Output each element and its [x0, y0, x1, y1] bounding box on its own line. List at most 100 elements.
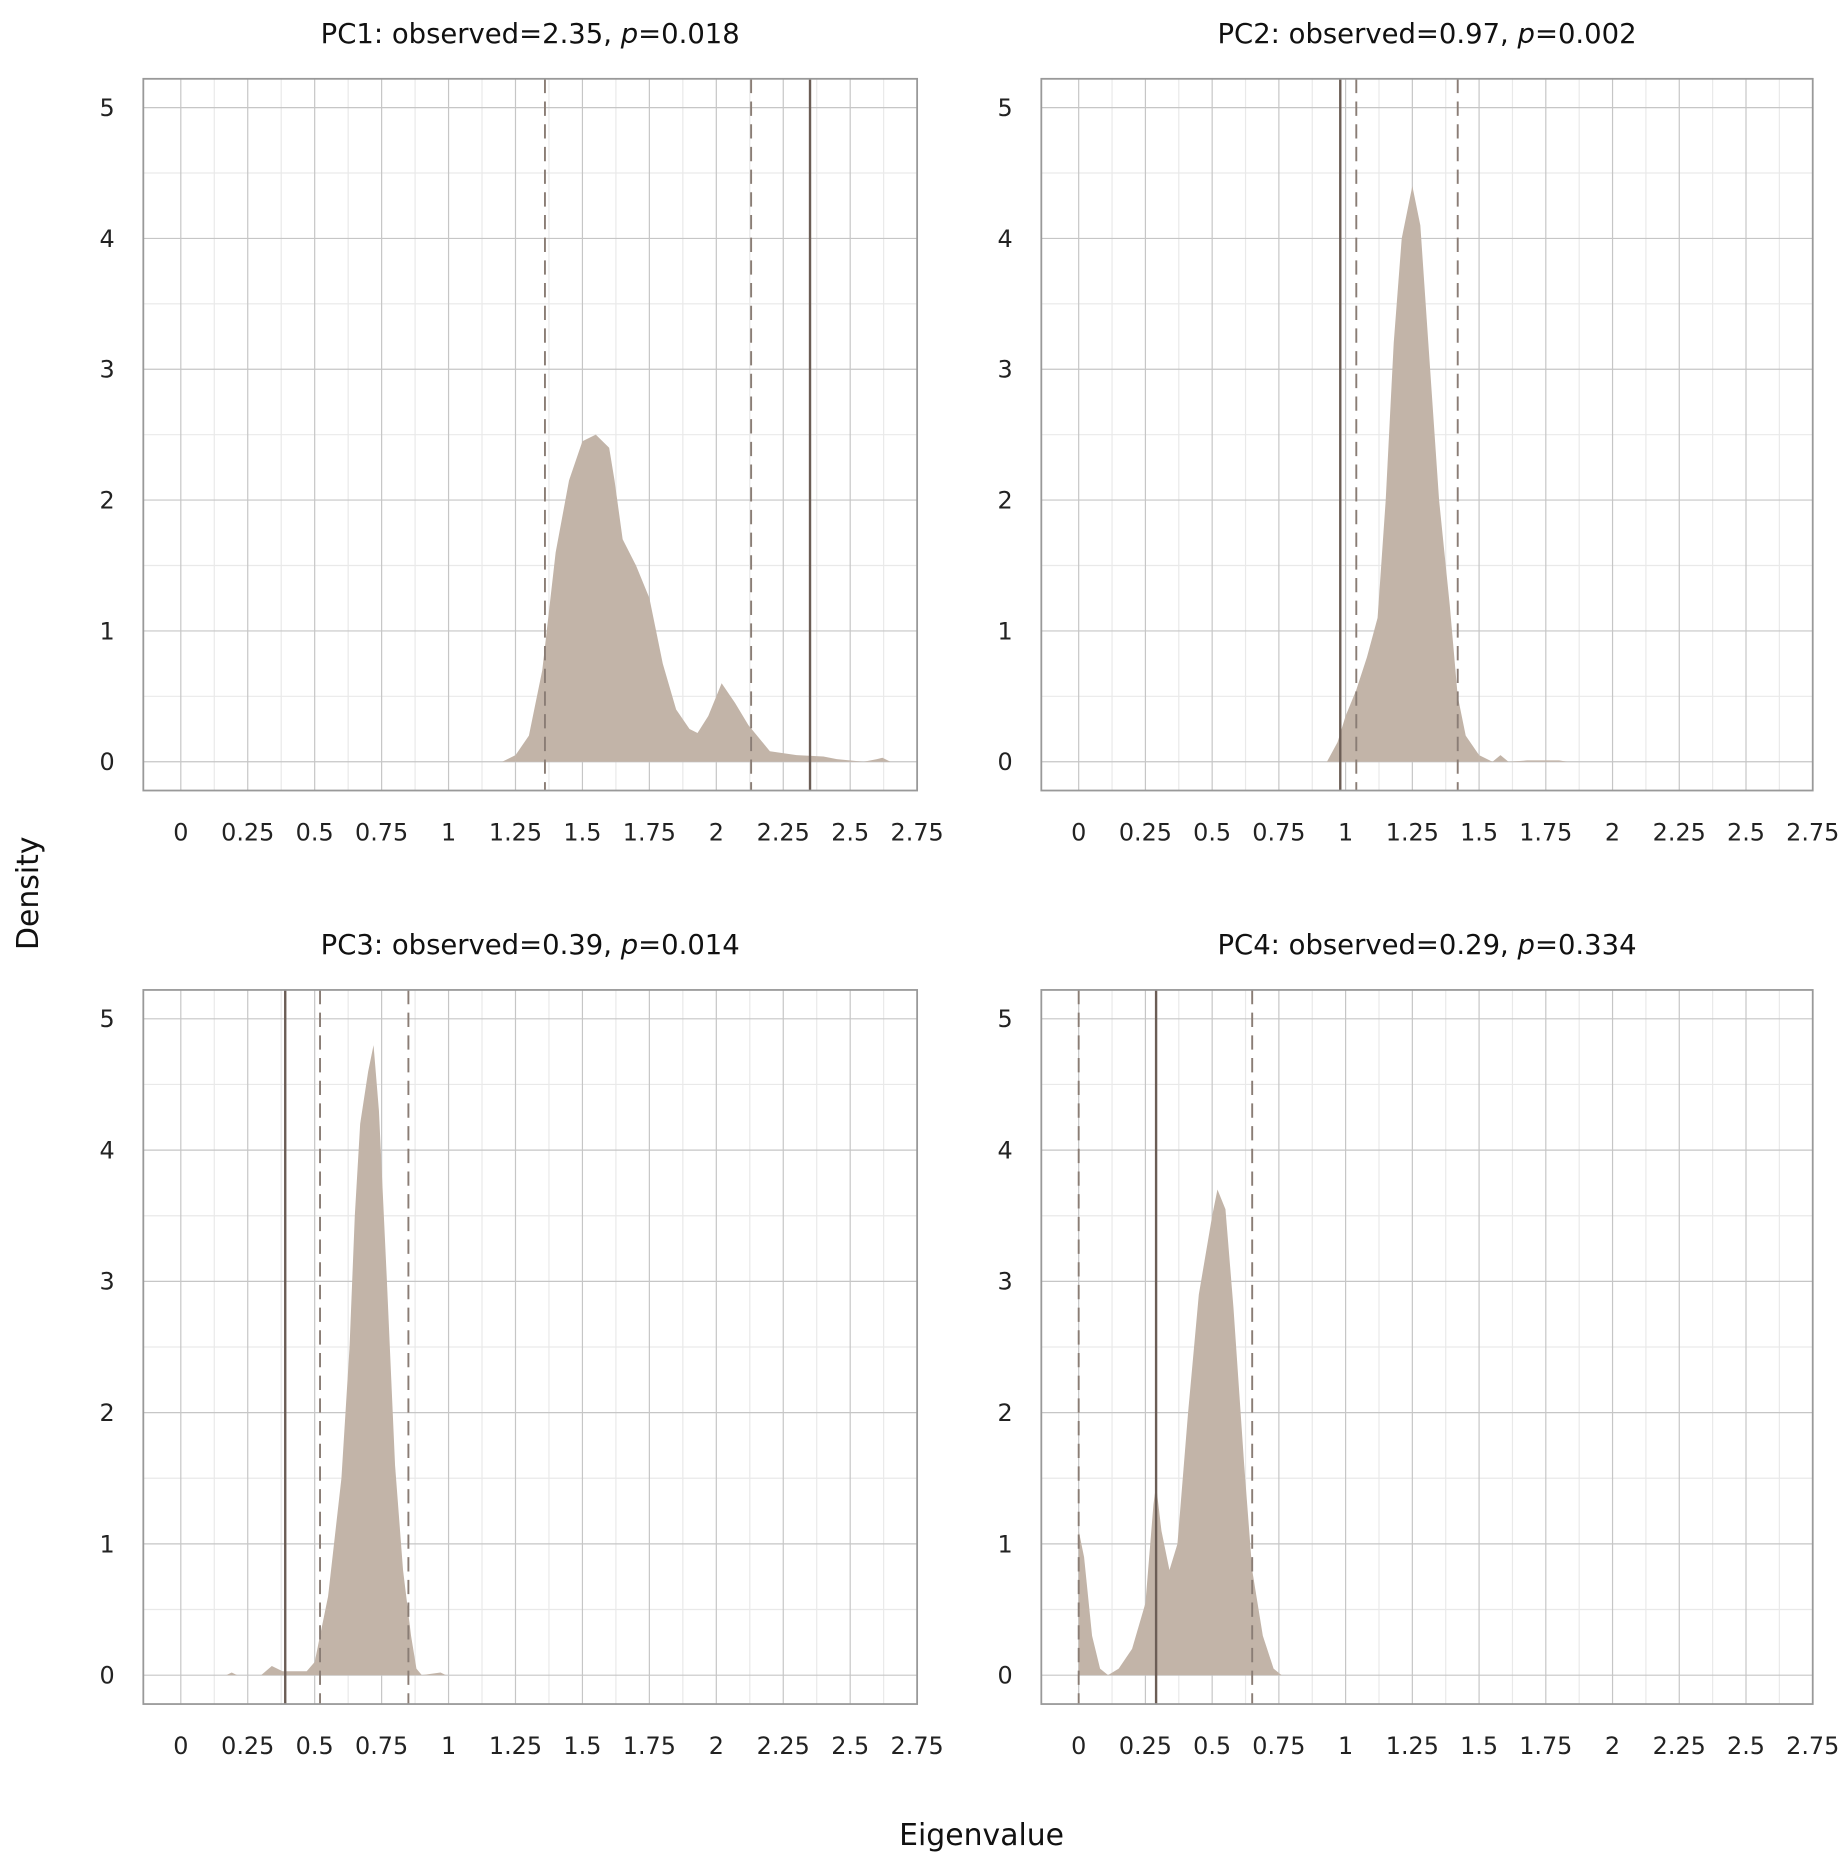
x-tick-label: 1.25	[489, 819, 542, 847]
x-tick-label: 1.75	[623, 1732, 676, 1760]
title-text: PC1: observed=2.35,	[321, 19, 621, 50]
y-axis-label: Density	[11, 836, 46, 949]
x-tick-label: 2	[709, 1732, 724, 1760]
title-p-value: =0.334	[1535, 930, 1637, 961]
density-area	[226, 1045, 446, 1676]
y-tick-label: 2	[99, 1399, 114, 1427]
x-tick-label: 2	[1605, 1732, 1620, 1760]
x-tick-label: 0.25	[221, 1732, 274, 1760]
y-tick-label: 4	[997, 225, 1012, 253]
x-tick-label: 0.25	[1119, 1732, 1172, 1760]
panel-frame	[142, 77, 919, 792]
panel-frame	[142, 989, 919, 1705]
x-tick-label: 2	[709, 819, 724, 847]
y-tick-label: 3	[997, 1268, 1012, 1296]
x-tick-label: 2	[1605, 819, 1620, 847]
x-tick-label: 2.25	[1653, 1732, 1706, 1760]
x-tick-label: 1.5	[1460, 819, 1498, 847]
title-text: PC2: observed=0.97,	[1217, 19, 1517, 50]
y-tick-label: 3	[99, 1268, 114, 1296]
panel-frame	[1040, 989, 1814, 1705]
y-tick-label: 3	[997, 356, 1012, 384]
density-area	[1326, 186, 1568, 762]
y-tick-label: 0	[99, 1662, 114, 1690]
y-tick-label: 2	[997, 1399, 1012, 1427]
title-text: PC4: observed=0.29,	[1217, 930, 1517, 961]
y-tick-label: 1	[99, 617, 114, 645]
x-tick-label: 0.5	[1193, 1732, 1231, 1760]
x-tick-label: 1.5	[563, 1732, 601, 1760]
y-tick-label: 5	[99, 94, 114, 122]
title-p-symbol: p	[1517, 930, 1535, 961]
y-tick-label: 5	[997, 1005, 1012, 1033]
y-tick-label: 1	[997, 617, 1012, 645]
x-tick-label: 1.25	[1386, 819, 1439, 847]
title-p-value: =0.018	[638, 19, 740, 50]
x-tick-label: 1	[1338, 1732, 1353, 1760]
title-p-value: =0.014	[638, 930, 740, 961]
y-tick-label: 1	[997, 1530, 1012, 1558]
panel-title: PC2: observed=0.97, p=0.002	[1217, 19, 1636, 50]
x-tick-label: 0.75	[355, 819, 408, 847]
panel-4: 0 0.25 0.5 0.75 1 1.25 1.5 1.75 2 2.25 2.5 2.75 0 1 2 3…	[997, 930, 1839, 1760]
density-area	[1078, 1189, 1282, 1676]
x-tick-label: 2.75	[1786, 1732, 1839, 1760]
panel-3: 0 0.25 0.5 0.75 1 1.25 1.5 1.75 2 2.25 2.5 2.75 0 1 2 3…	[99, 930, 943, 1760]
x-tick-label: 1.25	[489, 1732, 542, 1760]
panel-title: PC3: observed=0.39, p=0.014	[321, 930, 740, 961]
x-tick-label: 0.5	[296, 819, 334, 847]
y-tick-label: 3	[99, 356, 114, 384]
x-tick-label: 1	[1338, 819, 1353, 847]
x-tick-label: 1.75	[1519, 819, 1572, 847]
x-tick-label: 0.5	[1193, 819, 1231, 847]
y-tick-label: 5	[99, 1005, 114, 1033]
x-tick-label: 0.75	[1252, 819, 1305, 847]
y-tick-label: 1	[99, 1530, 114, 1558]
x-tick-label: 0	[1071, 819, 1086, 847]
x-tick-label: 2.75	[891, 819, 944, 847]
x-tick-label: 2.25	[1653, 819, 1706, 847]
panel-title: PC4: observed=0.29, p=0.334	[1217, 930, 1636, 961]
x-tick-label: 2.75	[891, 1732, 944, 1760]
panel-1: 0 0.25 0.5 0.75 1 1.25 1.5 1.75 2 2.25 2.5 2.75 0 1 2 3…	[99, 19, 943, 847]
x-tick-label: 1	[441, 1732, 456, 1760]
density-area	[502, 434, 891, 762]
y-tick-label: 0	[99, 748, 114, 776]
y-tick-label: 2	[997, 486, 1012, 514]
x-tick-label: 2.25	[757, 819, 810, 847]
y-tick-label: 4	[99, 225, 114, 253]
x-axis-label: Eigenvalue	[899, 1818, 1064, 1853]
panel-frame	[1040, 77, 1814, 792]
x-tick-label: 1.75	[623, 819, 676, 847]
y-tick-label: 4	[99, 1136, 114, 1164]
title-p-symbol: p	[1517, 19, 1535, 50]
y-tick-label: 5	[997, 94, 1012, 122]
y-tick-label: 4	[997, 1136, 1012, 1164]
x-tick-label: 0	[173, 819, 188, 847]
title-p-symbol: p	[620, 19, 638, 50]
x-tick-label: 0.25	[221, 819, 274, 847]
x-tick-label: 1.5	[1460, 1732, 1498, 1760]
x-tick-label: 0.5	[296, 1732, 334, 1760]
y-tick-label: 2	[99, 486, 114, 514]
title-p-value: =0.002	[1535, 19, 1637, 50]
x-tick-label: 2.25	[757, 1732, 810, 1760]
panel-2: 0 0.25 0.5 0.75 1 1.25 1.5 1.75 2 2.25 2.5 2.75 0 1 2 3…	[997, 19, 1839, 847]
x-tick-label: 2.5	[1727, 819, 1765, 847]
x-tick-label: 0	[173, 1732, 188, 1760]
y-tick-label: 0	[997, 1662, 1012, 1690]
x-tick-label: 0.75	[355, 1732, 408, 1760]
title-p-symbol: p	[620, 930, 638, 961]
title-text: PC3: observed=0.39,	[321, 930, 621, 961]
panel-title: PC1: observed=2.35, p=0.018	[321, 19, 740, 50]
x-tick-label: 0	[1071, 1732, 1086, 1760]
x-tick-label: 2.75	[1786, 819, 1839, 847]
x-tick-label: 1.25	[1386, 1732, 1439, 1760]
x-tick-label: 0.75	[1252, 1732, 1305, 1760]
y-tick-label: 0	[997, 748, 1012, 776]
x-tick-label: 2.5	[1727, 1732, 1765, 1760]
x-tick-label: 2.5	[831, 1732, 869, 1760]
x-tick-label: 1.75	[1519, 1732, 1572, 1760]
x-tick-label: 1.5	[563, 819, 601, 847]
